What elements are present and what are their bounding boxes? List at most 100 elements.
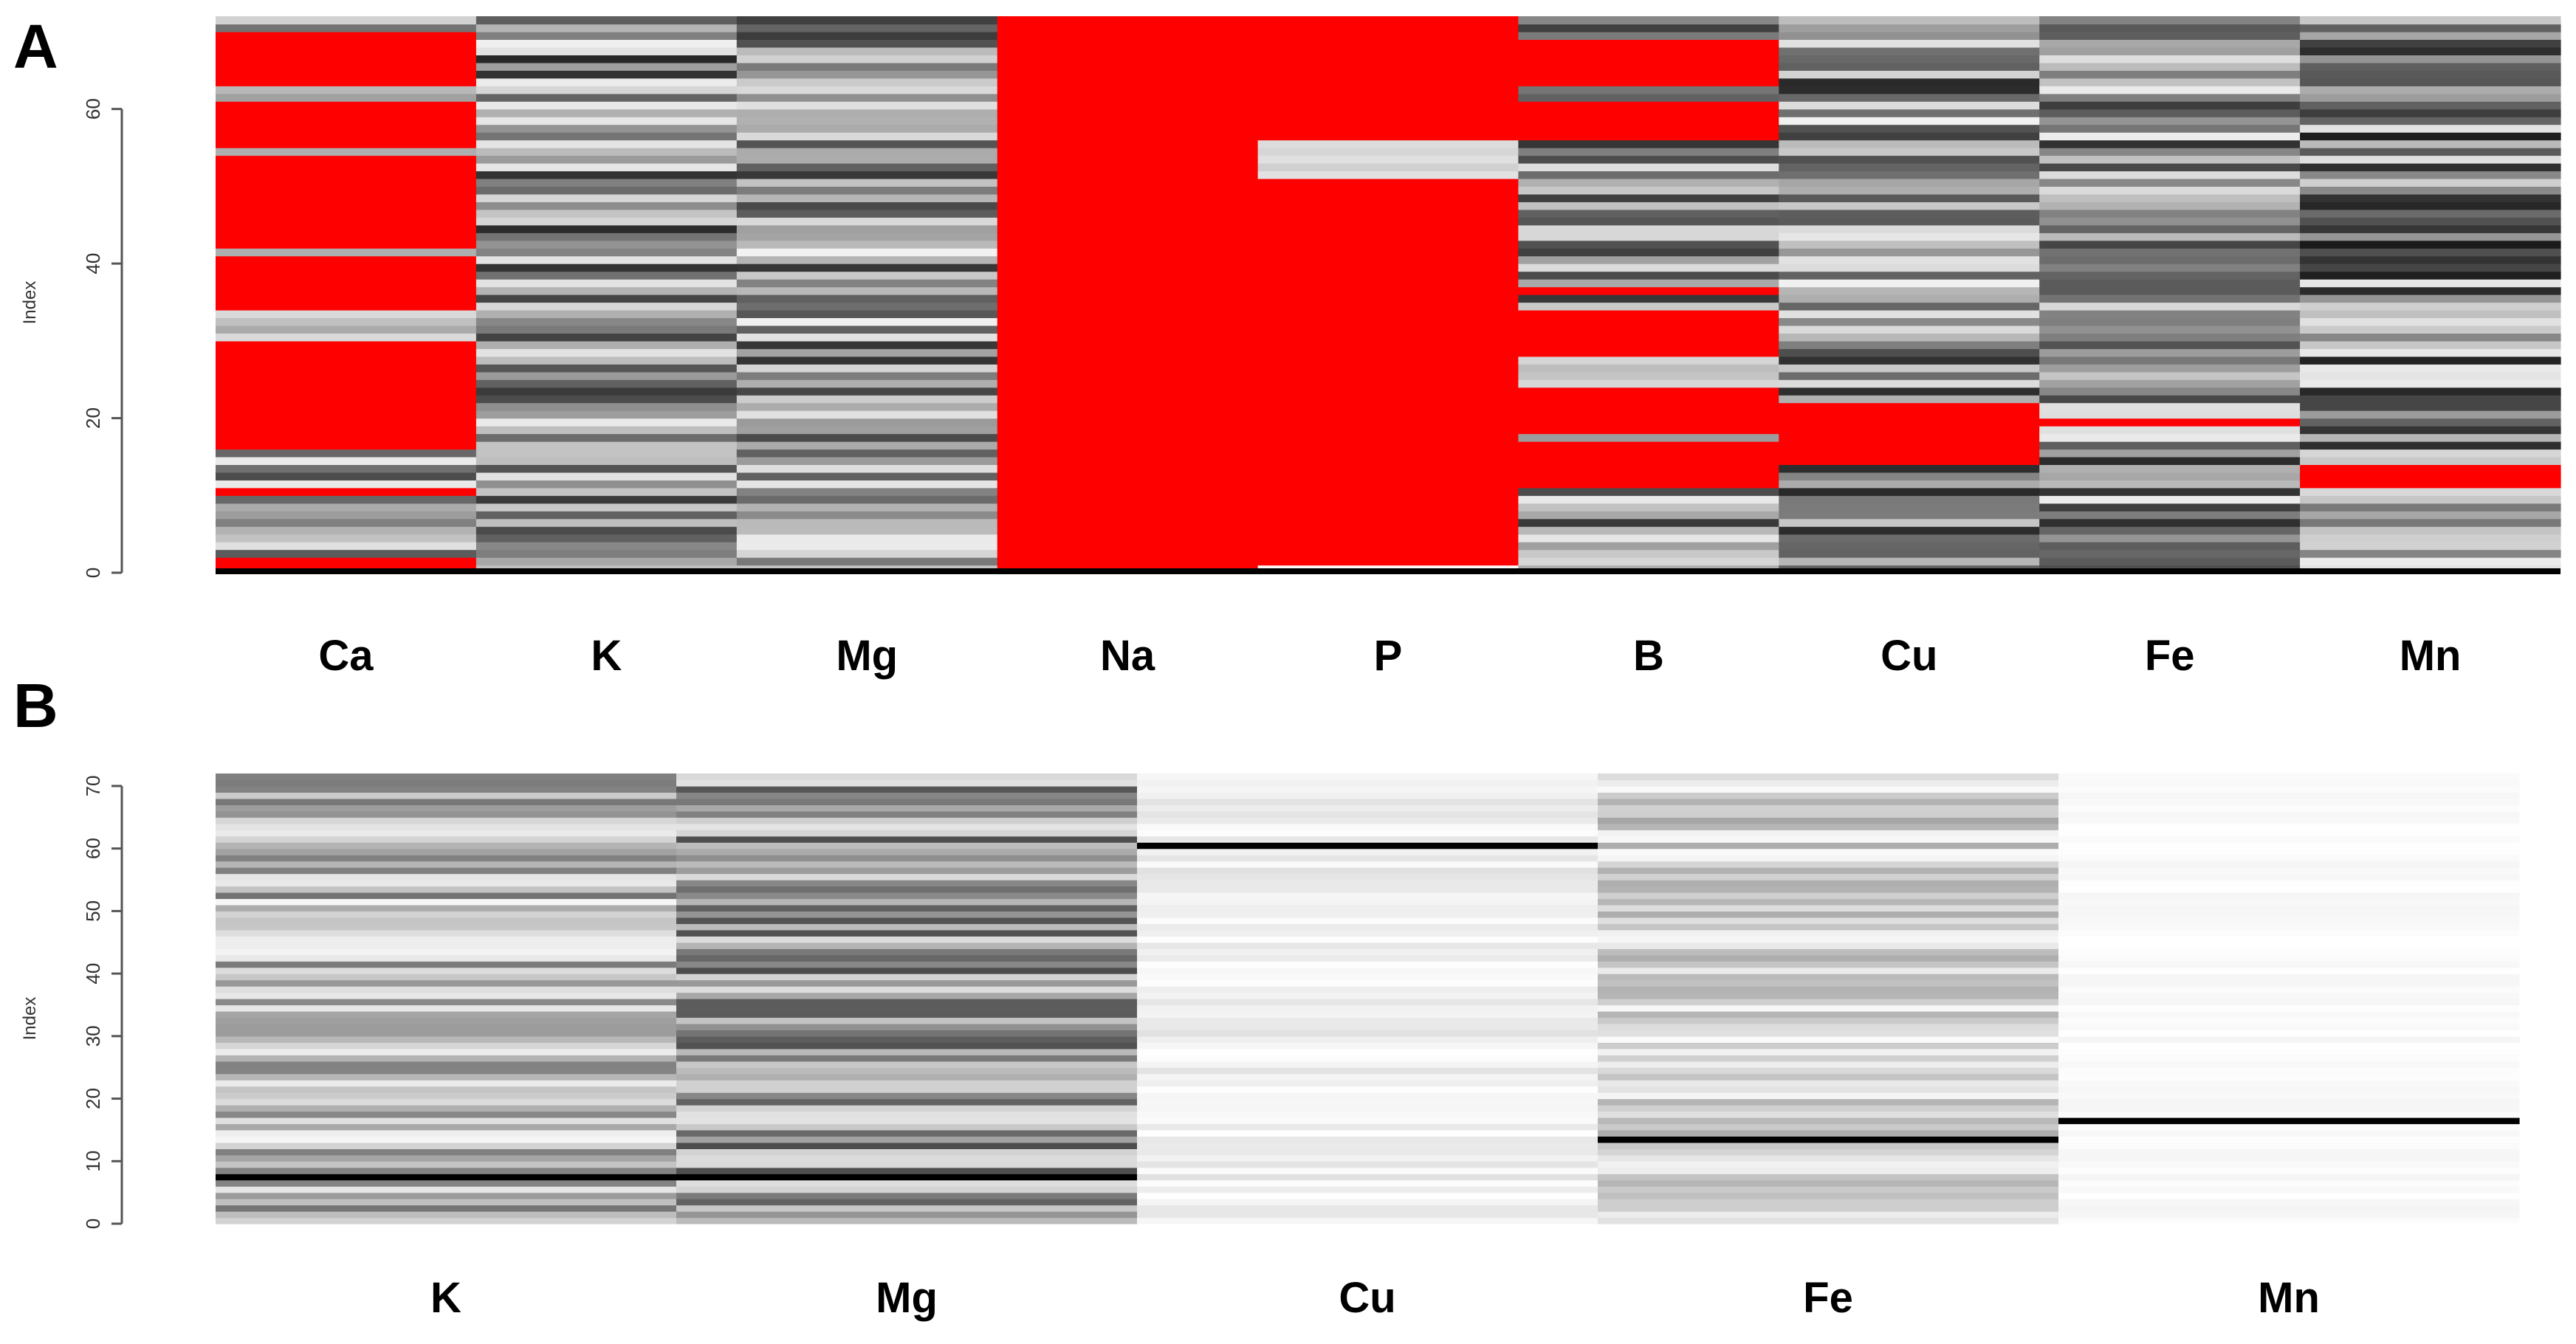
cell-a-b-44 — [1518, 224, 1779, 233]
cell-b-mg-36 — [676, 992, 1138, 999]
cell-a-na-15 — [997, 449, 1259, 458]
cell-b-k-6 — [216, 1179, 677, 1187]
cell-a-b-36 — [1518, 286, 1779, 295]
cell-b-fe-15 — [1598, 1123, 2059, 1131]
cell-a-b-30 — [1518, 333, 1779, 342]
cell-b-cu-33 — [1137, 1010, 1598, 1018]
cell-a-na-48 — [997, 193, 1259, 202]
cell-b-mg-65 — [676, 810, 1138, 818]
cell-b-cu-9 — [1137, 1161, 1598, 1168]
cell-a-mg-53 — [736, 155, 998, 164]
cell-a-cu-29 — [1779, 340, 2040, 349]
cell-b-k-43 — [216, 948, 677, 956]
cell-a-cu-47 — [1779, 201, 2040, 210]
cell-b-fe-35 — [1598, 999, 2059, 1006]
cell-a-ca-64 — [216, 70, 477, 79]
cell-a-na-59 — [997, 108, 1259, 117]
column-label-a-cu: Cu — [1881, 632, 1937, 680]
cell-b-mn-10 — [2058, 1154, 2520, 1162]
cell-b-cu-31 — [1137, 1023, 1598, 1030]
cell-b-cu-4 — [1137, 1192, 1598, 1199]
cell-b-mn-16 — [2058, 1117, 2520, 1125]
cell-a-mn-22 — [2300, 395, 2561, 404]
cell-a-k-45 — [475, 217, 738, 226]
cell-a-b-42 — [1518, 240, 1779, 249]
cell-a-na-7 — [997, 511, 1259, 520]
cell-b-k-32 — [216, 1017, 677, 1024]
y-axis-label-a: Index — [20, 281, 40, 325]
cell-a-ca-35 — [216, 294, 477, 303]
cell-b-k-49 — [216, 911, 677, 918]
cell-b-fe-30 — [1598, 1030, 2059, 1037]
cell-a-b-61 — [1518, 93, 1779, 102]
cell-a-fe-39 — [2039, 263, 2301, 272]
cell-b-k-63 — [216, 823, 677, 830]
cell-a-ca-41 — [216, 248, 477, 257]
cell-a-cu-26 — [1779, 364, 2040, 373]
cell-a-mg-46 — [736, 209, 998, 218]
cell-a-k-33 — [475, 309, 738, 318]
cell-a-mg-41 — [736, 248, 998, 257]
cell-a-cu-55 — [1779, 139, 2040, 148]
y-tick-label-b-20: 20 — [82, 1088, 104, 1109]
cell-a-na-65 — [997, 62, 1259, 71]
cell-a-b-28 — [1518, 348, 1779, 357]
cell-a-mg-66 — [736, 55, 998, 63]
cell-b-mg-44 — [676, 942, 1138, 949]
cell-b-k-4 — [216, 1192, 677, 1199]
cell-a-k-55 — [475, 139, 738, 148]
cell-a-mg-18 — [736, 426, 998, 435]
cell-b-k-42 — [216, 954, 677, 962]
cell-a-na-2 — [997, 549, 1259, 558]
y-tick-label-a-20: 20 — [82, 407, 104, 429]
cell-b-mg-37 — [676, 986, 1138, 993]
cell-b-cu-53 — [1137, 886, 1598, 893]
cell-a-p-49 — [1257, 186, 1519, 195]
cell-a-cu-17 — [1779, 433, 2040, 442]
cell-a-ca-14 — [216, 456, 477, 465]
cell-b-k-62 — [216, 830, 677, 837]
cell-a-na-66 — [997, 55, 1259, 63]
cell-a-fe-10 — [2039, 487, 2301, 496]
cell-b-mg-16 — [676, 1117, 1138, 1125]
cell-a-cu-7 — [1779, 511, 2040, 520]
cell-a-ca-12 — [216, 472, 477, 480]
cell-b-mg-10 — [676, 1154, 1138, 1162]
cell-a-na-1 — [997, 557, 1259, 566]
cell-a-mg-28 — [736, 348, 998, 357]
cell-a-na-28 — [997, 348, 1259, 357]
cell-b-cu-65 — [1137, 810, 1598, 818]
cell-b-mn-38 — [2058, 979, 2520, 987]
cell-b-fe-37 — [1598, 986, 2059, 993]
cell-a-b-5 — [1518, 526, 1779, 535]
cell-a-cu-62 — [1779, 86, 2040, 94]
cell-a-na-50 — [997, 178, 1259, 187]
cell-b-cu-71 — [1137, 773, 1598, 781]
cell-a-mg-32 — [736, 317, 998, 326]
cell-a-p-71 — [1257, 16, 1519, 25]
cell-a-mn-8 — [2300, 503, 2561, 511]
cell-a-fe-54 — [2039, 148, 2301, 156]
cell-b-mg-63 — [676, 823, 1138, 830]
cell-a-mn-4 — [2300, 534, 2561, 542]
cell-a-b-26 — [1518, 364, 1779, 373]
cell-a-k-39 — [475, 263, 738, 272]
cell-a-b-65 — [1518, 62, 1779, 71]
cell-b-mg-13 — [676, 1136, 1138, 1143]
cell-b-mg-5 — [676, 1186, 1138, 1193]
cell-a-k-58 — [475, 117, 738, 125]
cell-a-fe-11 — [2039, 480, 2301, 489]
cell-a-mg-8 — [736, 503, 998, 511]
cell-a-fe-41 — [2039, 248, 2301, 257]
cell-b-mn-29 — [2058, 1035, 2520, 1043]
y-tick-label-b-70: 70 — [82, 775, 104, 796]
cell-a-ca-13 — [216, 464, 477, 473]
cell-a-na-70 — [997, 24, 1259, 32]
cell-b-fe-18 — [1598, 1105, 2059, 1112]
cell-a-k-38 — [475, 271, 738, 280]
cell-a-na-43 — [997, 232, 1259, 241]
cell-b-fe-69 — [1598, 785, 2059, 793]
cell-b-cu-26 — [1137, 1055, 1598, 1062]
cell-b-k-15 — [216, 1123, 677, 1131]
cell-a-k-59 — [475, 108, 738, 117]
